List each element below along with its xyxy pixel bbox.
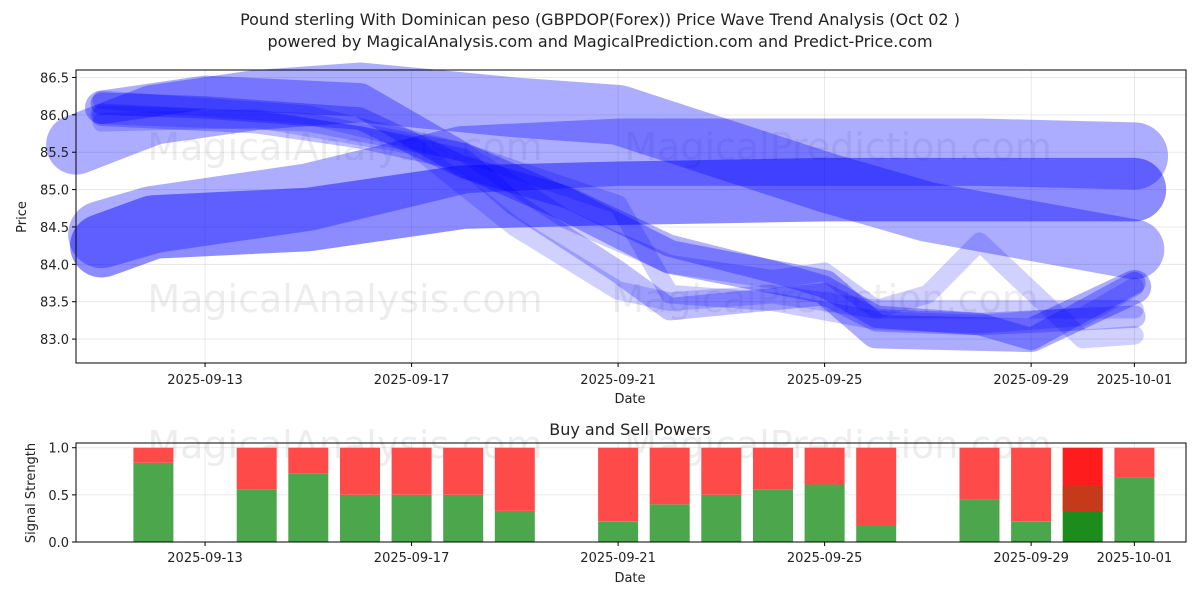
price-grid: [76, 70, 1186, 363]
price-wave-wave-1: [68, 118, 1169, 269]
buy-sell-plot-frame: [75, 442, 1187, 543]
buy-sell-y-axis-label: Signal Strength: [24, 443, 39, 543]
sell-bar: [598, 447, 639, 522]
sell-bar: [133, 447, 174, 463]
buy-bar: [649, 504, 690, 542]
buy-bar: [753, 489, 793, 542]
buy-sell-x-tick-label: 2025-09-21: [580, 551, 656, 566]
buy-bar: [494, 510, 535, 542]
sell-bar: [804, 447, 845, 485]
sell-bar: [959, 447, 1000, 500]
sell-bar: [494, 447, 535, 511]
buy-bar: [1062, 510, 1103, 542]
price-x-tick-label: 2025-10-01: [1097, 373, 1173, 388]
price-wave-wave-9: [92, 90, 1144, 334]
strong-signal-overlap: [1062, 485, 1103, 511]
buy-sell-bars: [133, 447, 1155, 542]
sell-bar: [340, 447, 380, 495]
price-y-ticks: 83.0 83.5 84.0 84.5 85.0 85.5 86.0 86.5: [40, 71, 76, 348]
sell-bar: [701, 447, 742, 495]
price-x-tick-label: 2025-09-13: [167, 373, 243, 388]
watermark-prediction-top: MagicalPrediction.com: [624, 125, 1052, 169]
price-y-tick-label: 83.5: [40, 296, 69, 311]
buy-sell-x-tick-label: 2025-10-01: [1097, 551, 1173, 566]
buy-sell-y-tick-label: 0.0: [48, 536, 69, 551]
sell-bar: [288, 447, 329, 474]
price-x-axis-label: Date: [614, 392, 645, 407]
price-wave-wave-4: [85, 75, 1152, 353]
price-x-tick-label: 2025-09-25: [787, 373, 863, 388]
price-x-tick-label: 2025-09-17: [374, 373, 450, 388]
sell-bar: [443, 447, 484, 495]
price-watermarks: MagicalAnalysis.com MagicalPrediction.co…: [147, 125, 1051, 321]
price-y-tick-label: 85.0: [40, 184, 69, 199]
price-y-tick-label: 86.5: [40, 71, 69, 86]
price-plot-frame: [75, 69, 1187, 364]
sell-bar: [753, 447, 793, 490]
buy-sell-x-tick-label: 2025-09-17: [374, 551, 450, 566]
price-y-axis-label: Price: [15, 201, 30, 233]
watermark-analysis-top: MagicalAnalysis.com: [147, 125, 542, 169]
price-wave-wave-8: [92, 109, 1144, 349]
price-wave-wave-7: [92, 105, 1144, 319]
wave-series-group: [46, 62, 1169, 353]
buy-sell-x-tick-label: 2025-09-29: [993, 551, 1069, 566]
buy-sell-x-tick-label: 2025-09-25: [787, 551, 863, 566]
buy-bar: [236, 489, 277, 542]
price-y-tick-label: 84.0: [40, 258, 69, 273]
buy-bar: [598, 521, 639, 542]
buy-sell-x-ticks: 2025-09-13 2025-09-17 2025-09-21 2025-09-25…: [167, 542, 1172, 566]
buy-bar: [443, 494, 484, 542]
sell-bar: [391, 447, 432, 495]
price-wave-panel: MagicalAnalysis.com MagicalPrediction.co…: [15, 62, 1187, 407]
price-y-tick-label: 84.5: [40, 221, 69, 236]
buy-bar: [1114, 477, 1155, 542]
buy-bar: [804, 484, 845, 542]
sell-bar: [236, 447, 277, 490]
price-wave-wave-5: [90, 103, 1146, 336]
sell-bar: [1114, 447, 1155, 478]
buy-sell-y-tick-label: 0.5: [48, 489, 69, 504]
price-y-tick-label: 83.0: [40, 333, 69, 348]
sell-bar: [1011, 447, 1052, 522]
buy-bar: [288, 473, 329, 542]
sell-bar: [856, 447, 897, 526]
chart-title-line1: Pound sterling With Dominican peso (GBPD…: [240, 10, 960, 29]
buy-sell-x-tick-label: 2025-09-13: [167, 551, 243, 566]
price-x-ticks: 2025-09-13 2025-09-17 2025-09-21 2025-09-25…: [167, 363, 1172, 388]
buy-sell-y-ticks: 0.0 0.5 1.0: [48, 442, 76, 551]
buy-bar: [340, 494, 380, 542]
buy-bar: [1011, 521, 1052, 542]
price-wave-wave-3: [46, 62, 1165, 280]
buy-bar: [391, 494, 432, 542]
buy-bar: [133, 462, 174, 542]
watermark-analysis-mid: MagicalAnalysis.com: [147, 277, 542, 321]
watermark-prediction-mid: MagicalPrediction.com: [611, 277, 1039, 321]
price-y-tick-label: 86.0: [40, 109, 69, 124]
buy-sell-title: Buy and Sell Powers: [549, 420, 711, 439]
buy-sell-y-tick-label: 1.0: [48, 442, 69, 457]
buy-bar: [959, 499, 1000, 542]
price-x-tick-label: 2025-09-29: [993, 373, 1069, 388]
price-wave-wave-2: [70, 157, 1167, 278]
buy-bar: [856, 526, 897, 542]
price-y-tick-label: 85.5: [40, 146, 69, 161]
price-wave-wave-6: [90, 92, 1146, 351]
price-x-tick-label: 2025-09-21: [580, 373, 656, 388]
sell-bar: [649, 447, 690, 505]
buy-sell-x-axis-label: Date: [614, 571, 645, 586]
buy-sell-panel: Buy and Sell Powers MagicalAnalysis.com …: [24, 420, 1187, 586]
buy-bar: [701, 494, 742, 542]
chart-title-line2: powered by MagicalAnalysis.com and Magic…: [267, 32, 932, 51]
